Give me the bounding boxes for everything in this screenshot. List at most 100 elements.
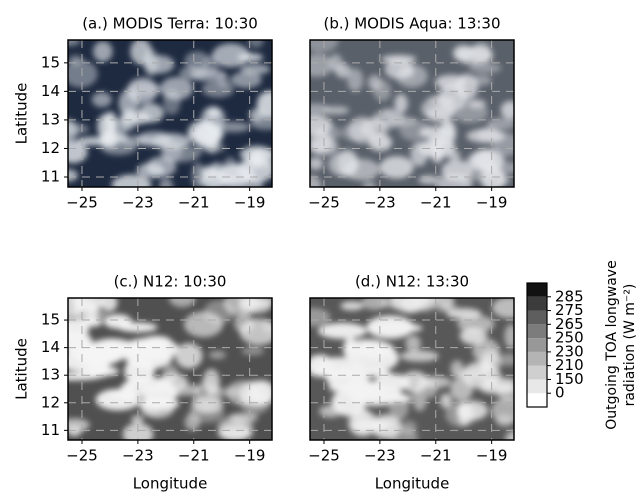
cloud — [468, 99, 486, 108]
cloud — [457, 401, 488, 421]
cloud — [202, 81, 234, 97]
x-axis-label: Longitude — [375, 475, 450, 493]
cloud — [435, 75, 467, 89]
cloud — [217, 416, 253, 439]
colorbar-box — [527, 297, 547, 311]
cloud — [231, 71, 262, 88]
cloud — [343, 338, 357, 361]
x-tick-label: −25 — [66, 447, 98, 465]
panel-title: (a.) MODIS Terra: 10:30 — [82, 15, 258, 33]
cloud — [492, 297, 528, 318]
cloud — [93, 41, 113, 62]
cloud — [209, 351, 226, 359]
colorbar-label: Outgoing TOA longwave — [604, 260, 620, 429]
panel-title: (d.) N12: 13:30 — [355, 273, 469, 291]
colorbar-box — [527, 393, 547, 407]
colorbar-box — [527, 366, 547, 380]
cloud — [337, 149, 358, 177]
cloud — [97, 114, 115, 140]
cloud — [191, 396, 223, 414]
cloud — [92, 92, 112, 107]
cloud — [137, 163, 165, 178]
cloud — [249, 148, 280, 167]
x-tick-label: −23 — [122, 194, 154, 212]
cloud — [457, 315, 494, 332]
cloud — [60, 418, 89, 431]
x-tick-label: −25 — [308, 194, 340, 212]
cloud — [314, 357, 364, 379]
cloud — [175, 343, 202, 369]
colorbar-tick-label: 285 — [555, 287, 584, 305]
image — [294, 285, 528, 448]
cloud — [308, 138, 338, 155]
cloud — [428, 95, 458, 104]
cloud — [481, 377, 518, 386]
cloud — [461, 329, 483, 345]
x-tick-label: −23 — [364, 447, 396, 465]
cloud — [410, 142, 427, 166]
cloud — [394, 94, 407, 113]
cloud — [453, 45, 473, 61]
y-axis-label: Latitude — [13, 338, 31, 400]
y-tick-label: 15 — [41, 53, 60, 71]
cloud — [294, 308, 330, 327]
cloud — [381, 55, 416, 63]
y-tick-label: 11 — [41, 421, 60, 439]
cloud — [185, 414, 201, 431]
cloud — [401, 420, 417, 434]
x-tick-label: −25 — [308, 447, 340, 465]
x-tick-label: −21 — [420, 194, 452, 212]
y-tick-label: 13 — [41, 110, 60, 128]
x-tick-label: −19 — [476, 447, 508, 465]
cloud — [318, 323, 367, 339]
cloud — [139, 397, 180, 410]
y-tick-label: 14 — [41, 338, 60, 356]
cloud — [112, 175, 152, 196]
cloud — [400, 350, 438, 361]
y-tick-label: 13 — [41, 366, 60, 384]
cloud — [412, 385, 427, 411]
cloud — [442, 160, 473, 182]
panel-title: (c.) N12: 10:30 — [114, 273, 227, 291]
cloud — [203, 369, 220, 395]
cloud — [471, 75, 491, 85]
cloud — [87, 338, 137, 360]
x-tick-label: −23 — [122, 447, 154, 465]
cloud — [504, 324, 517, 348]
cloud — [390, 394, 412, 402]
image — [51, 32, 283, 197]
cloud — [466, 129, 505, 143]
cloud — [340, 301, 363, 310]
cloud — [179, 67, 207, 80]
cloud — [197, 143, 226, 153]
colorbar-label: radiation (W m⁻²) — [622, 284, 638, 407]
cloud — [159, 178, 173, 194]
cloud — [57, 36, 81, 46]
colorbar-box — [527, 311, 547, 325]
cloud — [469, 62, 501, 73]
cloud — [405, 335, 420, 351]
cloud — [217, 122, 250, 133]
x-tick-label: −21 — [178, 447, 210, 465]
colorbar-box — [527, 324, 547, 338]
x-tick-label: −19 — [234, 194, 266, 212]
cloud — [329, 383, 377, 393]
x-axis-label: Longitude — [133, 475, 208, 493]
colorbar-box — [527, 338, 547, 352]
cloud — [142, 336, 171, 348]
x-tick-label: −25 — [66, 194, 98, 212]
cloud — [238, 294, 275, 307]
cloud — [341, 124, 369, 141]
y-tick-label: 15 — [41, 311, 60, 329]
cloud — [124, 377, 173, 392]
y-axis-label: Latitude — [13, 83, 31, 145]
cloud — [319, 405, 342, 417]
cloud — [59, 141, 88, 163]
cloud — [163, 89, 180, 115]
cloud — [240, 390, 270, 415]
cloud — [448, 151, 460, 161]
cloud — [317, 125, 340, 142]
y-tick-label: 12 — [41, 393, 60, 411]
y-tick-label: 11 — [41, 168, 60, 186]
cloud — [386, 116, 417, 126]
